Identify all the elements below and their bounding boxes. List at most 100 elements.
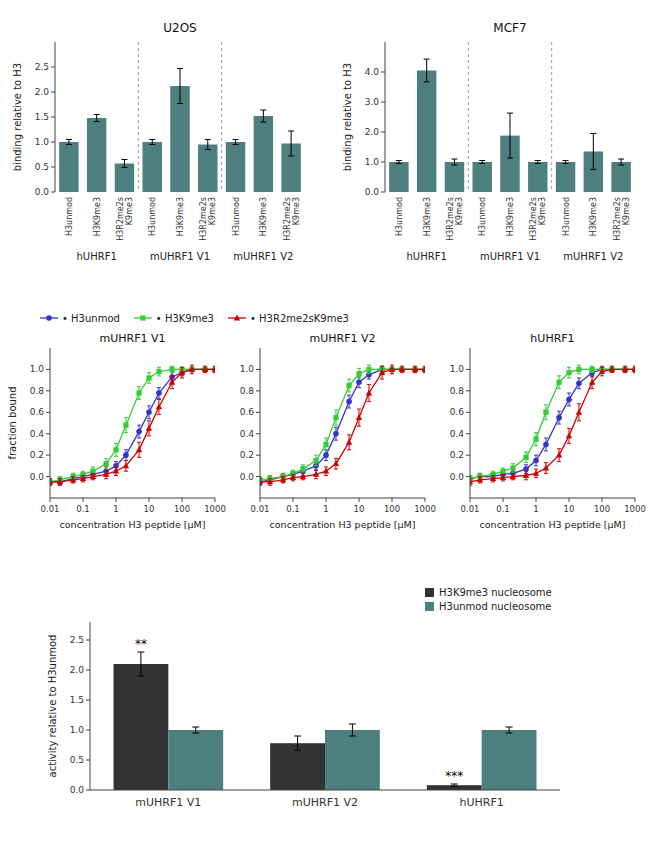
bar — [427, 785, 482, 790]
bar — [254, 116, 273, 192]
x-tick — [635, 498, 636, 502]
point — [510, 473, 516, 479]
chart-title: MCF7 — [493, 21, 526, 35]
bar — [473, 162, 492, 192]
y-tick-label: 1.0 — [365, 157, 380, 167]
error-bar-cap — [137, 442, 141, 443]
y-tick — [51, 142, 55, 143]
error-bar-stem — [195, 727, 196, 733]
y-tick — [256, 433, 260, 434]
error-bar-cap — [357, 426, 361, 427]
x-tick-label: H3K9me3 — [176, 197, 185, 236]
error-bar-cap — [349, 736, 356, 737]
error-bar-cap — [81, 481, 85, 482]
point — [169, 367, 174, 372]
group-label: hUHRF1 — [407, 251, 447, 262]
legend-marker — [234, 315, 240, 321]
error-bar-cap — [301, 464, 305, 465]
series-line — [50, 369, 215, 482]
error-bar-cap — [157, 367, 161, 368]
error-bar-cap — [478, 473, 482, 474]
error-bar — [479, 161, 485, 164]
x-tick-label: 1000 — [204, 504, 226, 514]
error-bar-cap — [147, 383, 151, 384]
error-bar-cap — [424, 81, 430, 82]
x-tick — [116, 498, 117, 502]
x-tick-label-line: K9me3 — [208, 197, 217, 225]
point — [57, 479, 63, 485]
y-tick-label: 3.0 — [365, 97, 380, 107]
point — [323, 452, 329, 458]
error-bar-cap — [58, 485, 62, 486]
point — [356, 371, 361, 376]
legend-marker — [46, 315, 52, 321]
error-bar-cap — [534, 445, 538, 446]
bar-chart: U2OShUHRF1mUHRF1 V1mUHRF1 V2H3unmodH3K9m… — [12, 21, 301, 262]
point — [543, 410, 548, 415]
point — [313, 458, 318, 463]
error-bar-cap — [58, 485, 62, 486]
chart-title: mUHRF1 V1 — [99, 332, 165, 345]
error-bar-cap — [314, 470, 318, 471]
error-bar-cap — [177, 103, 183, 104]
error-bar-cap — [170, 375, 174, 376]
point — [356, 379, 362, 385]
point — [543, 465, 549, 471]
error-bar — [590, 134, 596, 170]
error-bar — [192, 727, 199, 733]
error-bar-cap — [334, 425, 338, 426]
error-bar-cap — [180, 367, 184, 368]
error-bar — [501, 468, 505, 474]
error-bar-cap — [205, 149, 211, 150]
y-tick-label: 0.2 — [30, 450, 44, 460]
error-bar — [324, 450, 328, 461]
error-bar-cap — [367, 365, 371, 366]
x-tick-label-line: H3unmod — [395, 197, 404, 236]
group-label: mUHRF1 V2 — [233, 251, 293, 262]
error-bar-cap — [314, 470, 318, 471]
point — [533, 436, 538, 441]
x-tick-label-line: H3K9me3 — [589, 197, 598, 236]
plot-area — [389, 59, 631, 192]
y-axis-line — [90, 622, 91, 790]
x-tick-label: H3unmod — [395, 197, 404, 236]
x-tick-label-line: K9me3 — [538, 197, 547, 225]
error-bar-cap — [557, 461, 561, 462]
y-axis-label: binding relative to H3 — [342, 63, 353, 171]
error-bar-cap — [511, 463, 515, 464]
error-bar — [534, 433, 538, 446]
error-bar-cap — [268, 475, 272, 476]
error-bar-cap — [137, 386, 141, 387]
x-tick-label-line: K9me3 — [292, 197, 301, 225]
x-tick-label: mUHRF1 V2 — [292, 796, 358, 809]
error-bar-cap — [600, 375, 604, 376]
error-bar-cap — [577, 388, 581, 389]
error-bar — [618, 159, 624, 165]
error-bar-stem — [291, 131, 292, 156]
group-label: mUHRF1 V1 — [480, 251, 540, 262]
error-bar — [524, 452, 528, 463]
error-bar-cap — [567, 443, 571, 444]
x-tick-label: H3R2me2sK9me3 — [613, 197, 631, 241]
error-bar-cap — [121, 167, 127, 168]
x-tick-label-line: H3unmod — [65, 197, 74, 236]
y-tick-label: 0.5 — [35, 162, 49, 172]
error-bar-cap — [590, 372, 594, 373]
line-chart: hUHRF10.010.11101001000concentration H3 … — [450, 332, 646, 530]
y-tick-label: 2.0 — [35, 87, 50, 97]
error-bar-cap — [288, 156, 294, 157]
error-bar-cap — [367, 379, 371, 380]
series-line — [260, 369, 425, 482]
point — [146, 375, 151, 380]
x-tick-label-line: H3R2me2s — [116, 197, 125, 241]
y-tick — [46, 390, 50, 391]
plot-area — [260, 365, 425, 485]
bar — [556, 162, 575, 192]
y-tick — [466, 390, 470, 391]
error-bar — [324, 438, 328, 451]
error-bar-cap — [104, 478, 108, 479]
y-tick — [256, 476, 260, 477]
point — [556, 415, 562, 421]
error-bar-cap — [66, 139, 72, 140]
error-bar-cap — [137, 676, 144, 677]
